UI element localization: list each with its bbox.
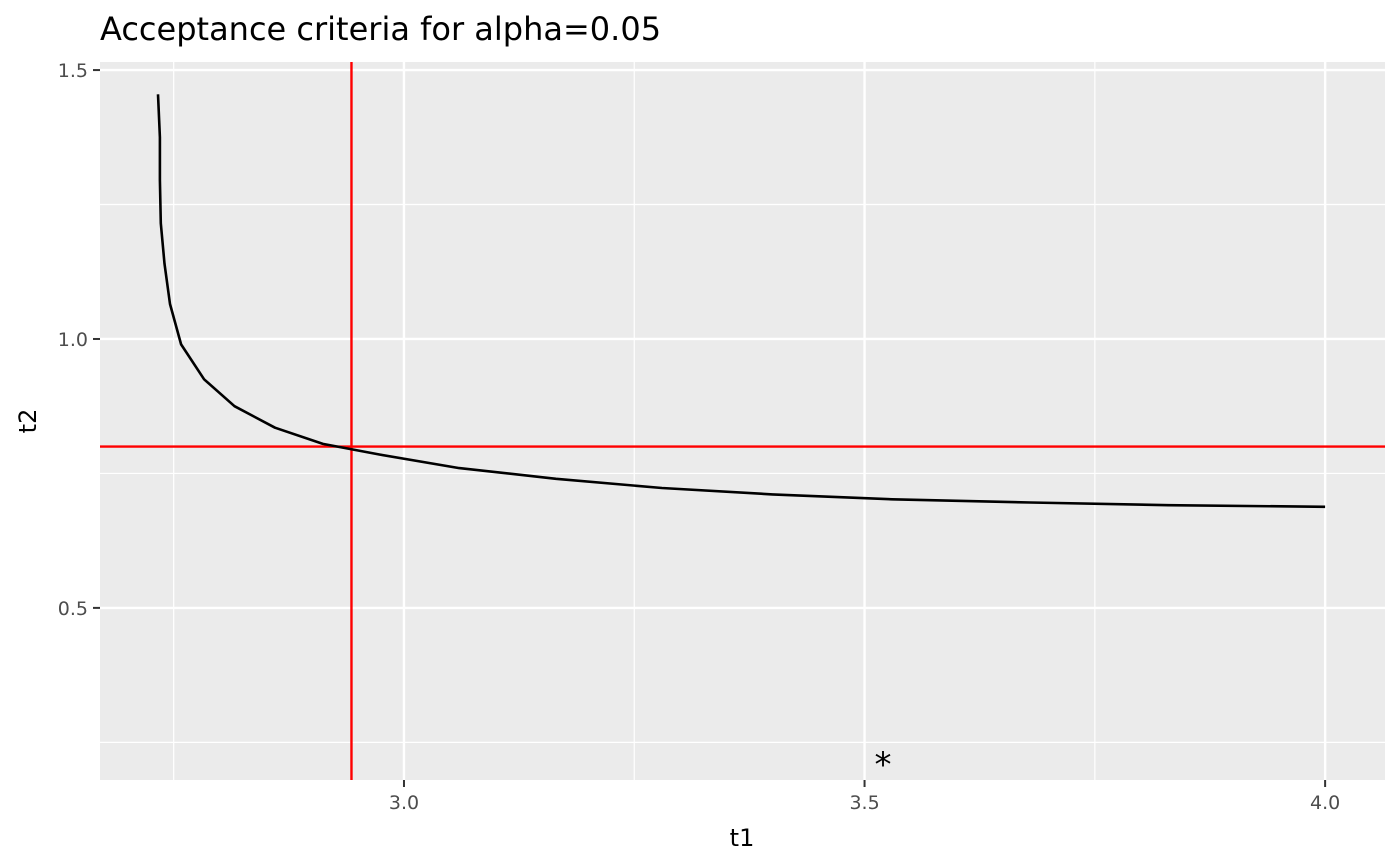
x-axis-title: t1 xyxy=(730,824,755,852)
x-tick-label: 3.5 xyxy=(849,792,879,814)
series-layer xyxy=(156,94,1326,509)
plot-panel xyxy=(100,62,1385,780)
x-tick-label: 4.0 xyxy=(1310,792,1340,814)
series-line-1 xyxy=(156,94,1326,509)
annotation-layer: * xyxy=(874,745,891,785)
y-axis-title: t2 xyxy=(14,409,42,434)
y-tick-label: 1.0 xyxy=(58,329,88,351)
y-tick-label: 0.5 xyxy=(58,598,88,620)
grid-layer xyxy=(100,62,1385,780)
chart-title: Acceptance criteria for alpha=0.05 xyxy=(100,10,661,48)
annotation-star: * xyxy=(874,745,891,785)
axes-layer: 3.0 3.5 4.0 0.5 1.0 1.5 xyxy=(58,60,1340,814)
x-tick-label: 3.0 xyxy=(389,792,419,814)
reference-lines xyxy=(100,62,1385,780)
y-tick-label: 1.5 xyxy=(58,60,88,82)
